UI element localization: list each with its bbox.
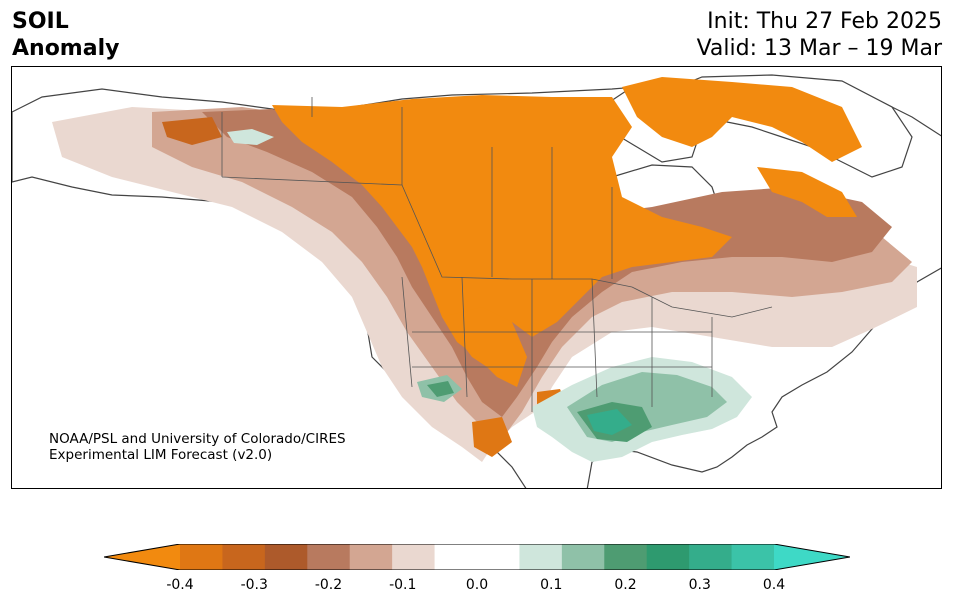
dry-anomaly-shading [52, 77, 917, 462]
colorbar-segment [731, 544, 775, 570]
colorbar-tick-label: 0.0 [465, 577, 489, 593]
dry-strong-alaska-west [162, 117, 222, 145]
map-title: SOIL Anomaly [12, 8, 119, 62]
forecast-dates: Init: Thu 27 Feb 2025 Valid: 13 Mar – 19… [697, 8, 942, 62]
dry-strong-northeast [622, 77, 862, 162]
colorbar-segment [307, 544, 351, 570]
map-panel [11, 66, 942, 489]
init-date: Init: Thu 27 Feb 2025 [707, 9, 942, 34]
us-state-lines [401, 276, 713, 412]
colorbar-segment [646, 544, 690, 570]
colorbar-segment [222, 544, 266, 570]
colorbar-tick-label: -0.1 [389, 577, 417, 593]
colorbar-extend-low [104, 544, 180, 570]
credit-line-1: NOAA/PSL and University of Colorado/CIRE… [49, 431, 346, 447]
colorbar-tick-label: -0.4 [166, 577, 194, 593]
dry-strong-core [272, 95, 732, 367]
province-lines [221, 97, 613, 279]
colorbar-segment [349, 544, 393, 570]
colorbar [104, 544, 850, 570]
credit-text: NOAA/PSL and University of Colorado/CIRE… [49, 431, 346, 463]
colorbar-tick-label: 0.4 [762, 577, 786, 593]
credit-line-2: Experimental LIM Forecast (v2.0) [49, 447, 273, 463]
wet-light-alaska [227, 129, 274, 145]
colorbar-segment [519, 544, 563, 570]
colorbar-segment [434, 544, 478, 570]
valid-range: Valid: 13 Mar – 19 Mar [696, 36, 942, 61]
colorbar-segment [392, 544, 436, 570]
colorbar-segment [477, 544, 520, 570]
political-boundaries [221, 97, 773, 412]
wet-anomaly-shading [227, 129, 752, 462]
colorbar-tick-label: -0.2 [314, 577, 343, 593]
colorbar-tick-label: 0.1 [540, 577, 563, 593]
title-line-1: SOIL [12, 9, 69, 34]
dry-strong-labrador [757, 167, 857, 217]
dry-strong-southwest-us [472, 417, 512, 457]
colorbar-segment [264, 544, 308, 570]
colorbar-extend-high [774, 544, 850, 570]
colorbar-tick-label: -0.3 [240, 577, 268, 593]
colorbar-segment [561, 544, 605, 570]
colorbar-tick-label: 0.2 [614, 577, 637, 593]
wet-strong-southwest [427, 381, 454, 397]
colorbar-segment [689, 544, 733, 570]
wet-core-texas [587, 409, 632, 435]
colorbar-tick-label: 0.3 [688, 577, 711, 593]
anomaly-map [12, 74, 941, 488]
title-line-2: Anomaly [12, 36, 120, 61]
colorbar-segment [180, 544, 223, 570]
colorbar-segment [604, 544, 648, 570]
